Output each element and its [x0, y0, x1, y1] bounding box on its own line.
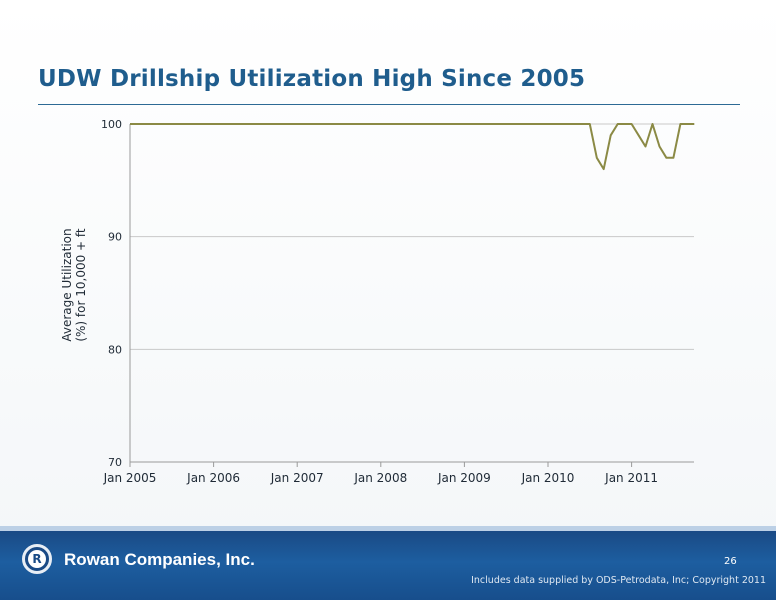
x-tick-label: Jan 2008	[353, 471, 407, 485]
page-number: 26	[724, 556, 737, 567]
title-divider	[38, 104, 740, 105]
y-tick-label: 80	[108, 343, 122, 356]
x-tick-label: Jan 2005	[103, 471, 157, 485]
x-tick-label: Jan 2007	[270, 471, 324, 485]
utilization-chart: 70 80 90 100 Jan 2005 Jan 2006 Jan 2007 Jan 200…	[101, 118, 695, 485]
company-logo-letter: R	[28, 550, 46, 568]
footer-bar	[0, 531, 776, 600]
slide-title: UDW Drillship Utilization High Since 200…	[38, 66, 586, 92]
y-tick-label: 100	[101, 118, 122, 131]
footer-divider	[0, 526, 776, 531]
series-line-utilization	[130, 123, 695, 171]
company-name: Rowan Companies, Inc.	[64, 550, 255, 569]
x-tick-label: Jan 2009	[437, 471, 491, 485]
source-note: Includes data supplied by ODS-Petrodata,…	[471, 575, 766, 586]
x-tick-label: Jan 2010	[521, 471, 575, 485]
x-tick-label: Jan 2006	[186, 471, 240, 485]
y-tick-label: 70	[108, 456, 122, 469]
y-tick-label: 90	[108, 231, 122, 244]
x-tick-label: Jan 2011	[604, 471, 658, 485]
